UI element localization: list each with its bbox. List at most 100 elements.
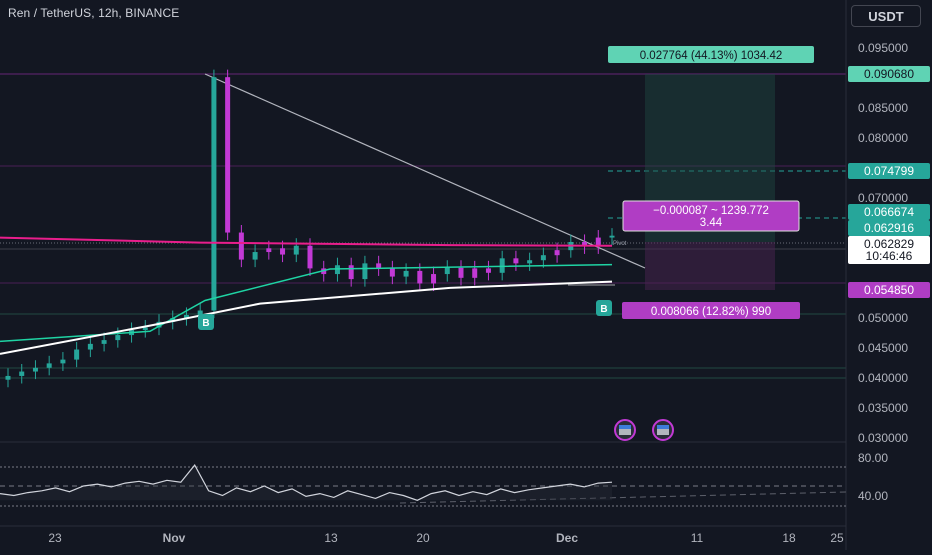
price-tick: 0.050000 (858, 311, 908, 325)
candle-body (293, 245, 299, 255)
candle-body (348, 265, 354, 280)
price-label-target-text: 0.074799 (864, 164, 914, 178)
candle-body (527, 260, 533, 264)
candle-body (595, 237, 601, 247)
candle-body (376, 263, 382, 269)
time-tick: 11 (691, 531, 704, 545)
candle-body (334, 265, 340, 275)
price-tick: 0.030000 (858, 431, 908, 445)
rsi-fill (0, 465, 612, 501)
candle-body (266, 248, 272, 253)
candle-body (252, 252, 258, 260)
candle-body (32, 367, 38, 372)
price-label-stop-text: 0.054850 (864, 283, 914, 297)
price-axis[interactable]: 0.095000 0.085000 0.080000 0.070000 0.05… (848, 41, 930, 503)
target-label: 0.027764 (44.13%) 1034.42 (640, 50, 783, 62)
time-tick: Nov (163, 531, 186, 545)
pnl-label-line2: 3.44 (700, 217, 723, 229)
pivot-annotation: Pivot (613, 241, 627, 247)
candle-body (46, 363, 52, 368)
candle-body (499, 258, 505, 273)
candle-body (74, 349, 80, 360)
price-label-countdown: 10:46:46 (866, 249, 913, 263)
rsi-tick: 40.00 (858, 489, 888, 503)
candle-body (362, 263, 368, 280)
pnl-label-line1: −0.000087 ~ 1239.772 (653, 205, 769, 217)
pnl-label-box[interactable] (622, 200, 800, 232)
price-tick: 0.085000 (858, 101, 908, 115)
candle-body (197, 310, 203, 315)
candle-body (554, 250, 560, 256)
candle-body (540, 255, 546, 261)
ema-layer (0, 236, 613, 355)
price-label-level-a-text: 0.066674 (864, 205, 914, 219)
buy-marker[interactable]: B (596, 300, 612, 316)
loss-zone[interactable] (645, 242, 775, 290)
candle-body (142, 327, 148, 331)
time-tick: Dec (556, 531, 578, 545)
candle-body (403, 270, 409, 277)
time-axis[interactable]: 23 Nov 13 20 Dec 11 18 25 (48, 531, 844, 545)
price-label-current (848, 236, 930, 264)
candle-body (87, 343, 93, 350)
currency-button[interactable]: USDT (851, 5, 921, 27)
rsi-tick: 80.00 (858, 451, 888, 465)
candle-body (225, 77, 231, 233)
time-tick: 25 (830, 531, 844, 545)
symbol-title: Ren / TetherUS, 12h, BINANCE (8, 6, 180, 20)
candle-body (307, 245, 313, 269)
candle-body (417, 270, 423, 284)
price-tick: 0.080000 (858, 131, 908, 145)
candle-body (19, 371, 25, 376)
candle-body (609, 235, 615, 238)
event-flag-icon[interactable] (652, 419, 674, 441)
candle-body (444, 267, 450, 275)
candle-body (101, 340, 107, 344)
price-label-stop (848, 282, 930, 298)
candle-body (472, 268, 478, 278)
stop-label-box[interactable] (622, 302, 800, 319)
price-label-level-a (848, 204, 930, 220)
rsi-layer (0, 464, 613, 501)
candle-body (389, 268, 395, 277)
candle-body (513, 258, 519, 264)
candle-body (485, 268, 491, 273)
price-tick: 0.035000 (858, 401, 908, 415)
price-label-top-target-text: 0.090680 (864, 67, 914, 81)
price-label-top-target (848, 66, 930, 82)
candle-body (458, 267, 464, 278)
candle-body (170, 318, 176, 322)
candle-body (115, 335, 121, 341)
time-tick: 20 (416, 531, 430, 545)
time-tick: 23 (48, 531, 62, 545)
price-tick: 0.070000 (858, 191, 908, 205)
buy-marker[interactable]: B (198, 314, 214, 330)
target-label-box[interactable] (608, 46, 814, 63)
candle-body (211, 77, 217, 311)
buy-marker-label: B (202, 318, 209, 329)
ema-line (0, 280, 613, 355)
chart-static-layer (0, 0, 847, 550)
stop-label: 0.008066 (12.82%) 990 (651, 306, 771, 318)
time-tick: 18 (782, 531, 796, 545)
rsi-trend-dashed (399, 491, 847, 504)
candle-body (280, 248, 286, 255)
price-tick: 0.040000 (858, 371, 908, 385)
price-label-level-b (848, 220, 930, 236)
descending-trendline[interactable] (204, 73, 646, 269)
price-tick: 0.095000 (858, 41, 908, 55)
rsi-line (0, 464, 613, 501)
event-flag-icon[interactable] (614, 419, 636, 441)
candle-body (60, 359, 66, 364)
price-label-current-text: 0.062829 (864, 237, 914, 251)
price-label-target (848, 163, 930, 179)
candle-body (238, 232, 244, 260)
price-label-level-b-text: 0.062916 (864, 221, 914, 235)
buy-marker-label: B (600, 304, 607, 315)
candle-body (183, 314, 189, 319)
candle-body (431, 274, 437, 284)
candle-body (5, 375, 11, 380)
